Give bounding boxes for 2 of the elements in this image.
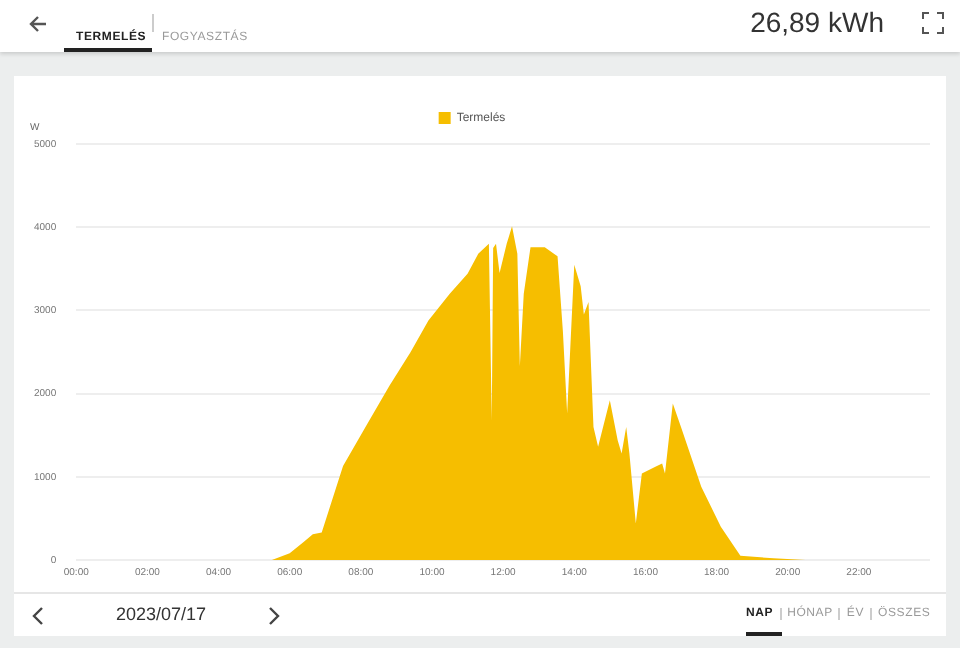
text: 26,89 kWh (750, 6, 884, 38)
text: 2023/07/17 (116, 604, 207, 624)
